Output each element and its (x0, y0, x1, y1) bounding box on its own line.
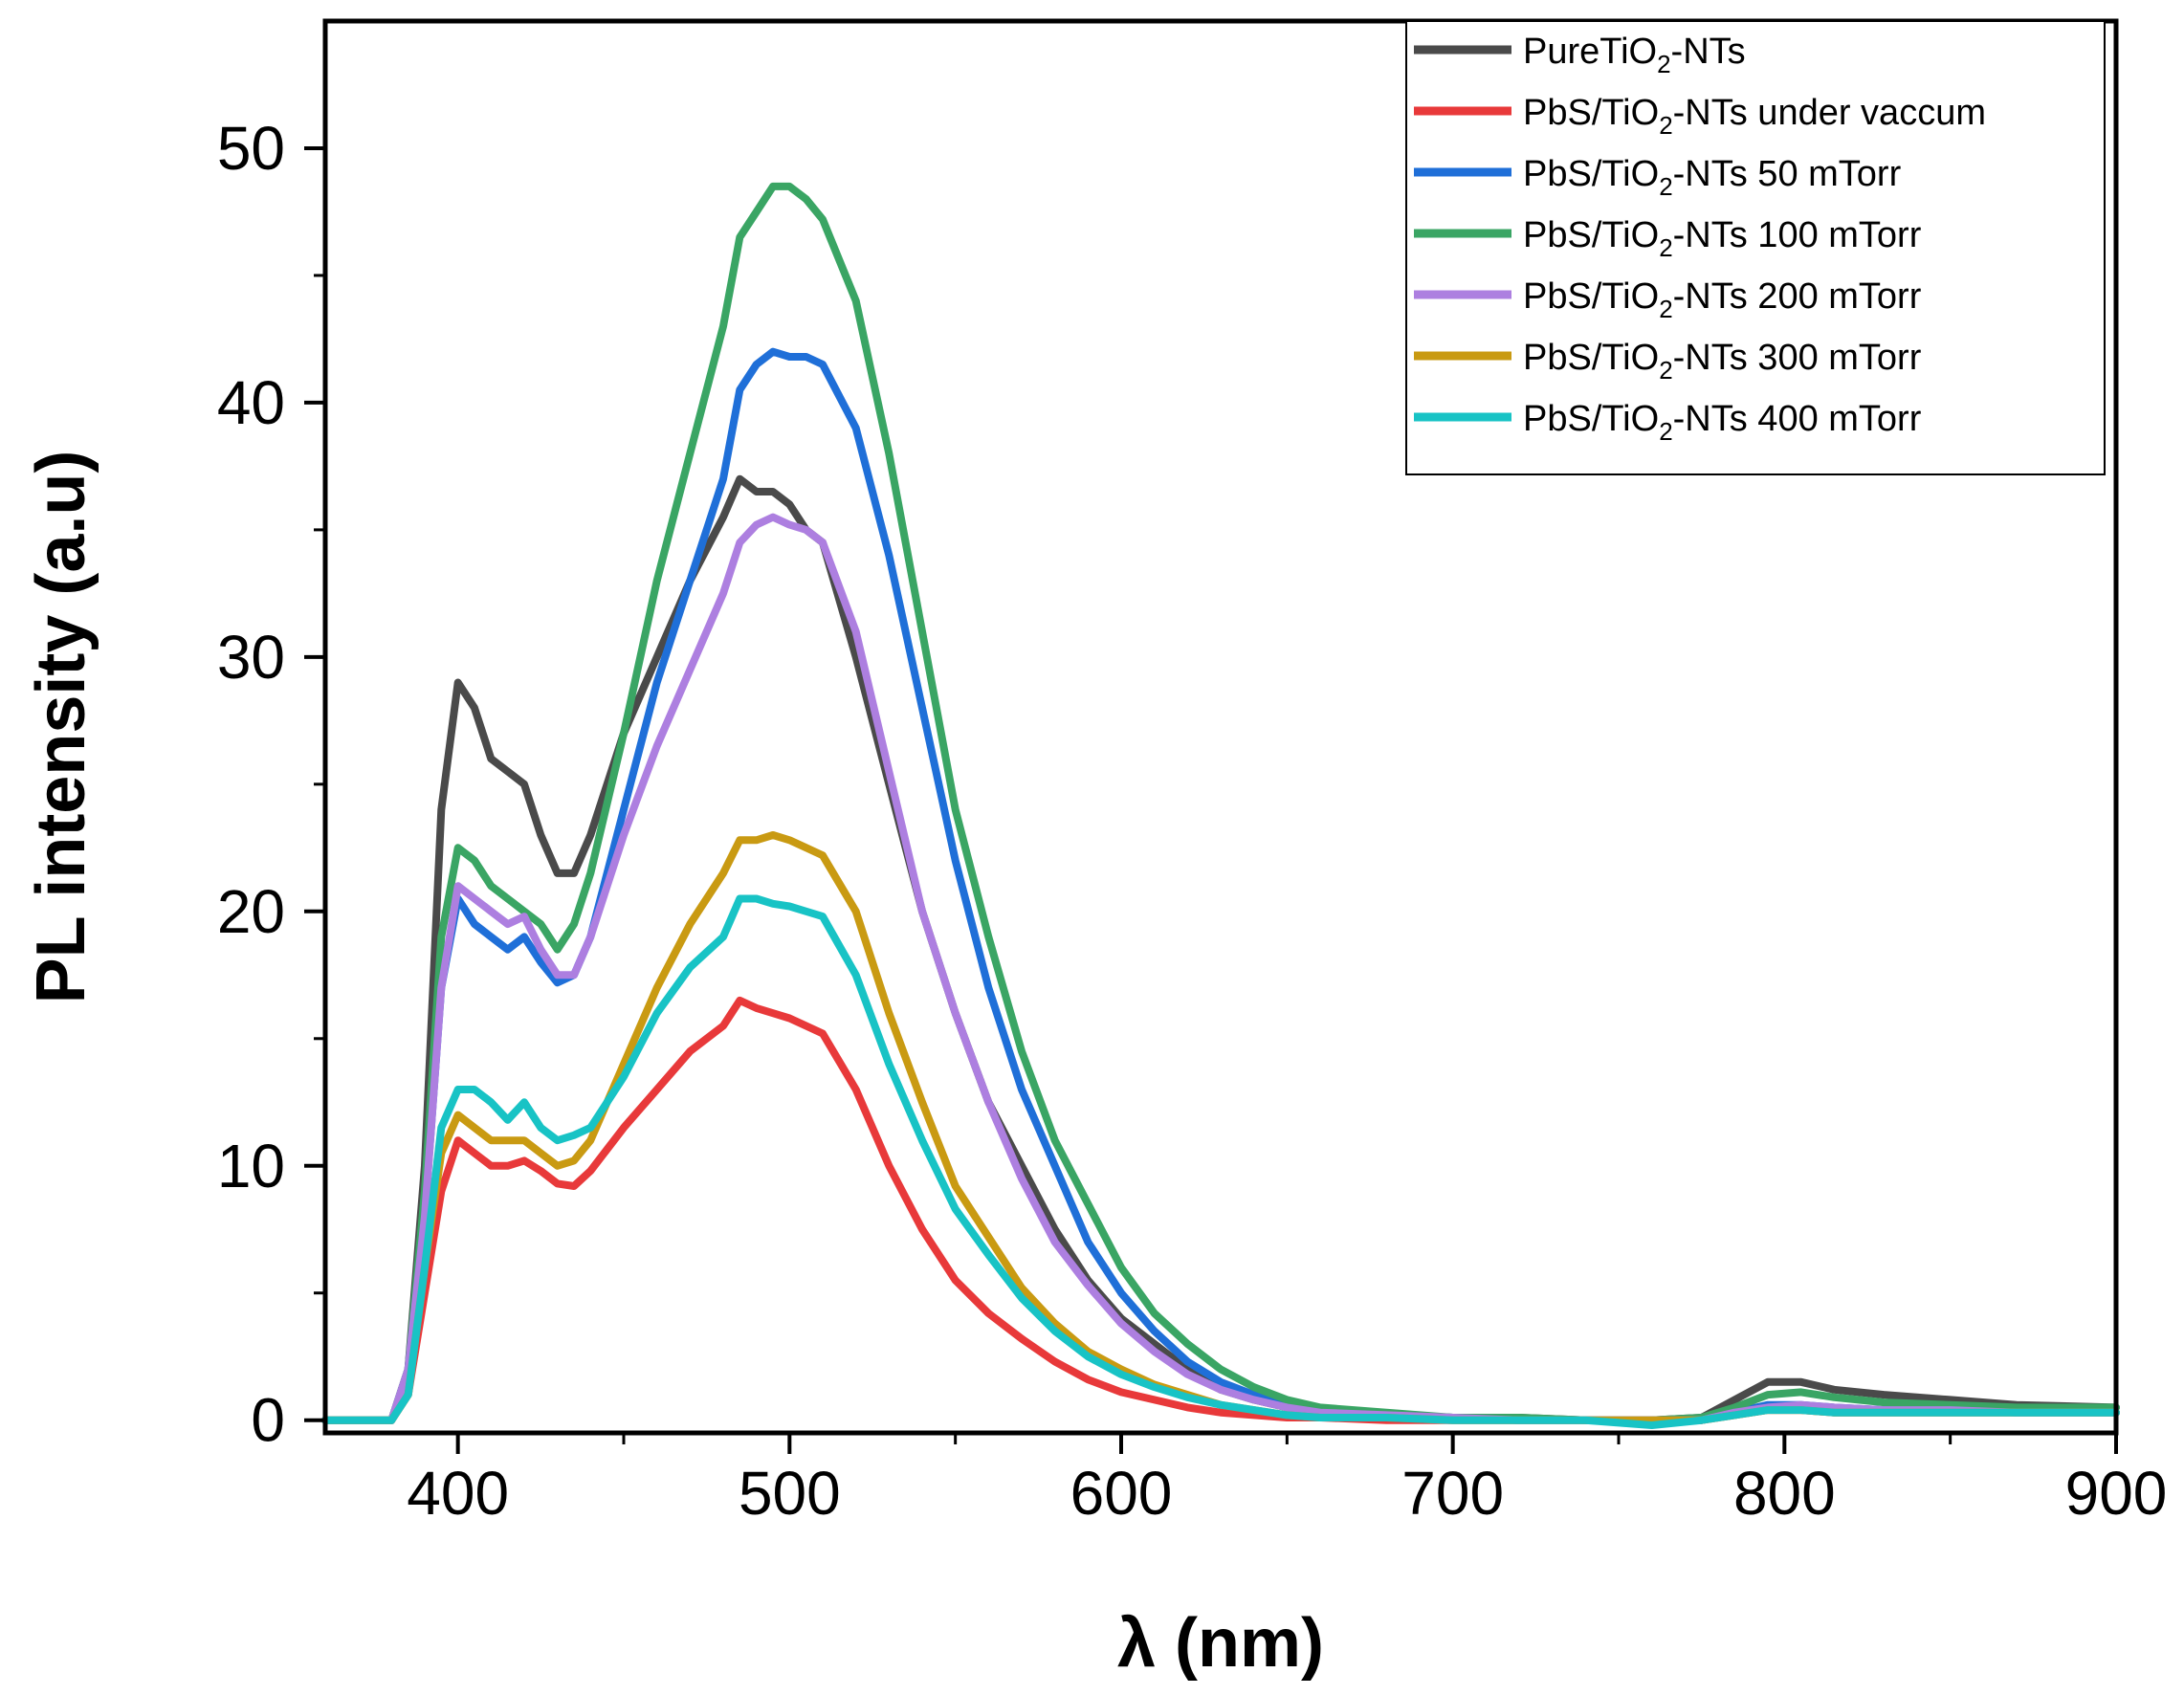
series-line-4 (321, 513, 2120, 1424)
legend-label-5: PbS/TiO2-NTs 300 mTorr (1523, 338, 1922, 385)
legend: PureTiO2-NTs PbS/TiO2-NTs under vaccum Pb… (1405, 20, 2106, 475)
series-layer (321, 182, 2120, 1429)
x-tick-label: 500 (739, 1459, 841, 1528)
axis-ticks: 400 500 600 700 800 900 0 10 20 30 40 50 (217, 114, 2168, 1528)
plot-frame (322, 18, 2119, 1436)
y-tick-label: 0 (251, 1386, 285, 1455)
y-tick-label: 20 (217, 877, 285, 946)
x-tick-label: 800 (1733, 1459, 1836, 1528)
y-tick-label: 30 (217, 623, 285, 692)
legend-label-2: PbS/TiO2-NTs 50 mTorr (1523, 154, 1902, 201)
series-line-1 (321, 996, 2120, 1424)
legend-label-4: PbS/TiO2-NTs 200 mTorr (1523, 276, 1922, 323)
legend-label-1: PbS/TiO2-NTs under vaccum (1523, 93, 1986, 140)
x-tick-label: 900 (2065, 1459, 2168, 1528)
x-tick-label: 600 (1070, 1459, 1173, 1528)
series-line-2 (321, 347, 2120, 1424)
x-tick-label: 700 (1401, 1459, 1504, 1528)
series-line-0 (321, 474, 2120, 1424)
y-axis-title: PL intensity (a.u) (23, 451, 99, 1004)
y-tick-label: 10 (217, 1132, 285, 1200)
x-tick-label: 400 (407, 1459, 509, 1528)
legend-label-0: PureTiO2-NTs (1523, 32, 1746, 78)
y-tick-label: 40 (217, 368, 285, 437)
legend-box (1405, 20, 2106, 475)
series-line-6 (321, 894, 2120, 1429)
legend-label-3: PbS/TiO2-NTs 100 mTorr (1523, 215, 1922, 262)
legend-label-6: PbS/TiO2-NTs 400 mTorr (1523, 399, 1922, 446)
x-axis-title: λ (nm) (1117, 1605, 1324, 1682)
y-tick-label: 50 (217, 114, 285, 183)
